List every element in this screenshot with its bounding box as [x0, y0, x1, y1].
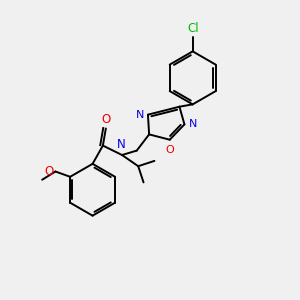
Text: O: O [165, 145, 174, 155]
Text: Cl: Cl [187, 22, 199, 35]
Text: N: N [117, 139, 126, 152]
Text: O: O [101, 113, 110, 126]
Text: N: N [189, 119, 197, 129]
Text: N: N [135, 110, 144, 120]
Text: O: O [45, 165, 54, 178]
